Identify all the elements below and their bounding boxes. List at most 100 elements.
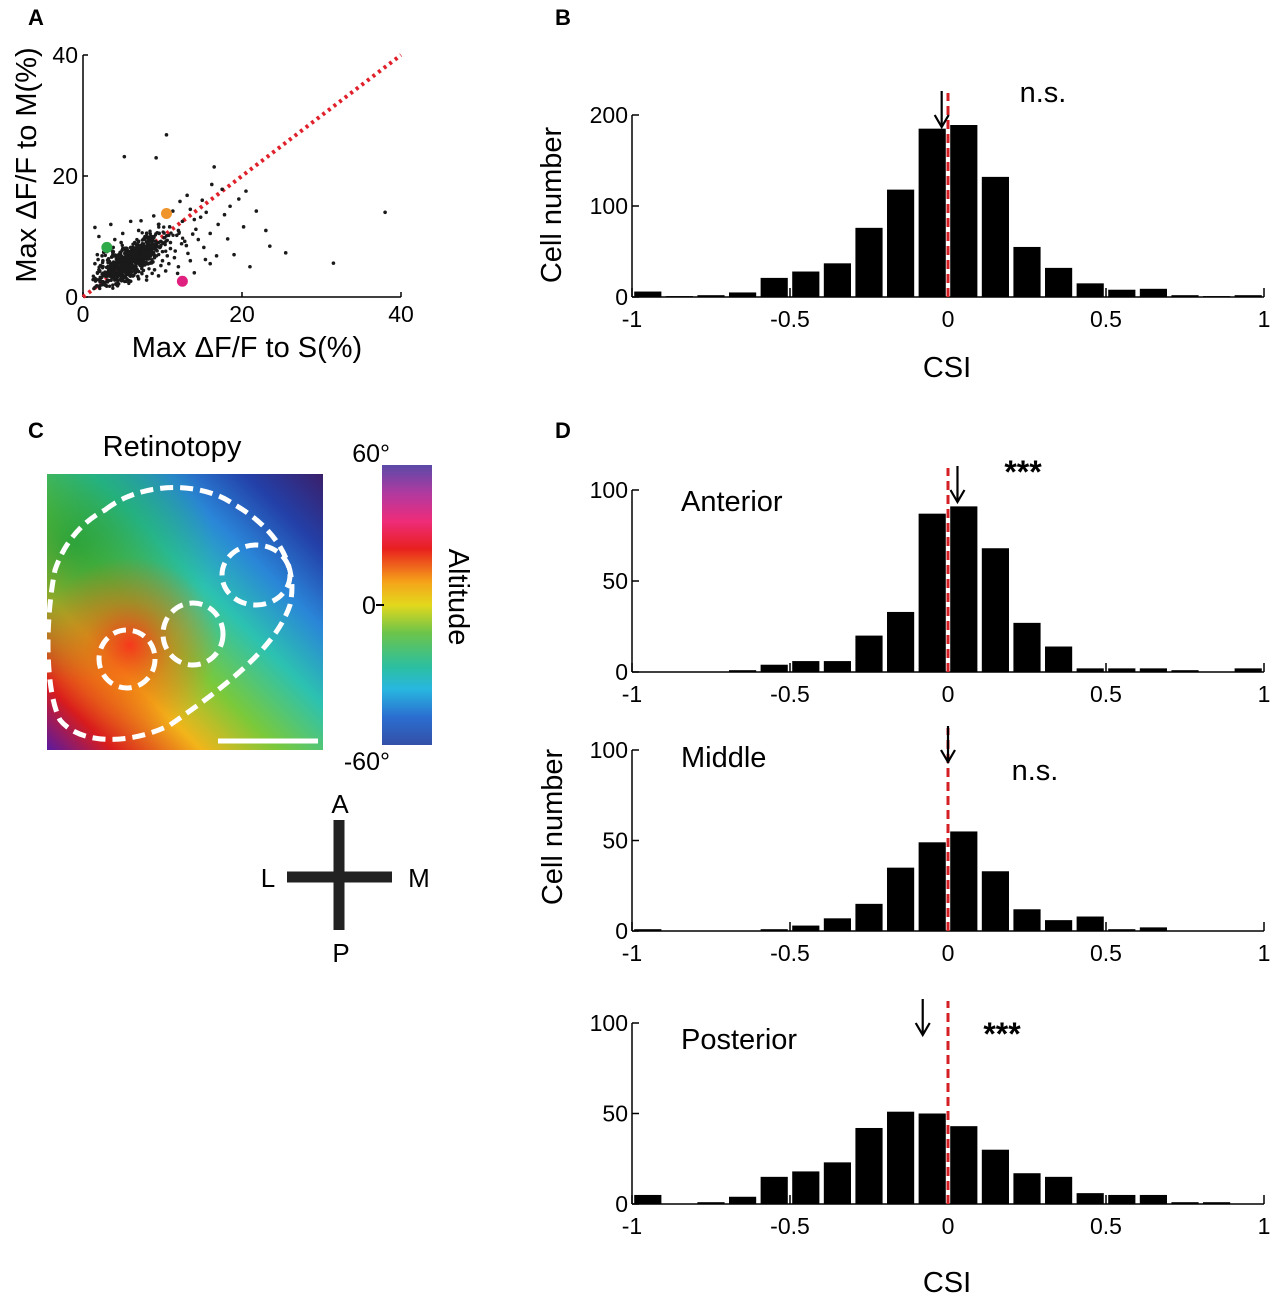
scatter-cluster-point: [164, 249, 168, 253]
scatter-cluster-point: [103, 274, 107, 278]
scatter-cluster-point: [98, 286, 102, 291]
histogram-posterior-xtick-3: 0.5: [1090, 1213, 1122, 1239]
scatter-cluster-point: [107, 284, 112, 288]
scatter-panel-a: 0 20 40 0 20 40 Max ΔF/F to S(%) Max ΔF/…: [11, 42, 414, 364]
scatter-cluster-point: [167, 233, 171, 238]
histogram-posterior-bar-7: [855, 1127, 883, 1204]
scatter-point-22: [97, 234, 101, 239]
scatter-point-139: [203, 257, 208, 262]
scatter-cluster-point: [171, 233, 175, 237]
scatter-cluster-point: [157, 225, 161, 229]
scatter-cluster-point: [124, 252, 128, 256]
scatter-point-31: [176, 264, 181, 269]
panel-label-c: C: [28, 418, 44, 443]
scatter-cluster-point: [140, 231, 144, 235]
histogram-b-bar-10: [950, 125, 978, 297]
histogram-b-bar-3: [729, 292, 757, 297]
scatter-point-62: [200, 198, 205, 202]
scatter-cluster-point: [100, 266, 105, 270]
scatter-point-122: [222, 212, 227, 217]
scatter-a-ytick-40: 40: [52, 42, 78, 68]
histogram-middle-bar-6: [823, 918, 851, 931]
area-outlines: [45, 485, 295, 742]
scatter-cluster-point: [127, 281, 131, 286]
scatter-cluster-point: [134, 252, 139, 256]
scatter-cluster-point: [136, 240, 141, 244]
scatter-a-ytick-0: 0: [65, 284, 78, 310]
histogram-posterior-bar-18: [1203, 1202, 1231, 1204]
histogram-b-bar-16: [1139, 288, 1167, 297]
histogram-posterior-ytick-2: 100: [590, 1010, 628, 1036]
histogram-posterior-bar-16: [1139, 1194, 1167, 1204]
scatter-point-119: [100, 254, 104, 258]
histogram-panel-b: -1 -0.5 0 0.5 1 0 100 200 Cell number CSI n.s.: [536, 77, 1270, 384]
scatter-point-66: [208, 261, 212, 266]
scatter-point-125: [268, 244, 272, 248]
histogram-anterior-ytick-2: 100: [590, 477, 628, 503]
retinotopy-title: Retinotopy: [103, 431, 242, 463]
histogram-anterior-significance: ***: [1004, 454, 1042, 490]
scatter-cluster-point: [93, 276, 97, 280]
scatter-cluster-point: [105, 278, 110, 282]
histogram-middle-significance: n.s.: [1012, 755, 1059, 787]
histogram-middle-bar-11: [981, 871, 1009, 931]
scatter-point-83: [119, 240, 123, 245]
histogram-middle-bar-4: [760, 929, 788, 931]
scatter-cluster-point: [132, 250, 137, 254]
scatter-cluster-point: [140, 272, 144, 276]
scatter-point-32: [188, 258, 193, 263]
scatter-cluster-point: [103, 270, 107, 274]
histogram-posterior-ytick-1: 50: [602, 1101, 628, 1127]
histogram-b-bar-4: [760, 277, 788, 297]
scatter-point-87: [214, 254, 219, 258]
scatter-point-30: [172, 255, 177, 260]
histogram-middle-bar-12: [1013, 909, 1041, 931]
panel-label-b: B: [555, 5, 571, 30]
histogram-middle-ytick-2: 100: [590, 737, 628, 763]
scatter-cluster-point: [131, 274, 135, 278]
histogram-b-bar-12: [1013, 246, 1041, 297]
histogram-b-bar-14: [1076, 283, 1104, 297]
scatter-cluster-point: [93, 285, 97, 289]
histogram-posterior-bar-17: [1171, 1202, 1199, 1204]
histogram-d-xlabel: CSI: [923, 1267, 971, 1299]
histogram-anterior-title: Anterior: [681, 486, 783, 518]
scatter-cluster-point: [158, 239, 163, 244]
scatter-cluster-point: [137, 255, 142, 259]
histogram-middle-bar-9: [918, 842, 946, 931]
scatter-point-121: [198, 215, 203, 219]
scatter-a-ylabel: Max ΔF/F to M(%): [11, 47, 43, 282]
scatter-cluster-point: [153, 239, 158, 243]
scatter-point-101: [190, 232, 195, 236]
histogram-posterior-bar-14: [1076, 1193, 1104, 1204]
histogram-posterior-title: Posterior: [681, 1024, 797, 1056]
scatter-point-11: [192, 217, 197, 222]
scatter-point-21: [93, 225, 97, 230]
histogram-anterior-bar-9: [918, 513, 946, 672]
scatter-point-7: [264, 228, 268, 233]
histogram-posterior-bar-5: [792, 1171, 820, 1204]
scatter-point-85: [186, 251, 190, 256]
histogram-middle-ytick-1: 50: [602, 828, 628, 854]
scatter-point-50: [93, 261, 97, 266]
scatter-point-19: [128, 219, 133, 224]
scatter-cluster-point: [150, 247, 155, 251]
histogram-posterior-bar-11: [981, 1149, 1009, 1204]
histogram-middle-bar-8: [887, 867, 915, 931]
scatter-cluster-point: [93, 279, 98, 283]
scatter-cluster-point: [128, 255, 132, 260]
histogram-middle-bar-13: [1045, 920, 1073, 931]
scatter-point-97: [165, 254, 170, 258]
histogram-anterior-bar-5: [792, 661, 820, 672]
panel-label-d: D: [555, 418, 571, 443]
histogram-b-xtick-1: -0.5: [770, 306, 810, 332]
scatter-point-68: [156, 274, 161, 278]
scatter-point-124: [254, 209, 259, 213]
scatter-cluster-point: [126, 259, 130, 263]
scatter-cluster-point: [135, 268, 140, 273]
histogram-anterior-bar-3: [729, 670, 757, 672]
histogram-b-bar-11: [981, 176, 1009, 297]
scatter-cluster-point: [128, 252, 132, 256]
scatter-point-138: [175, 271, 180, 276]
histogram-middle-xtick-4: 1: [1258, 940, 1271, 966]
